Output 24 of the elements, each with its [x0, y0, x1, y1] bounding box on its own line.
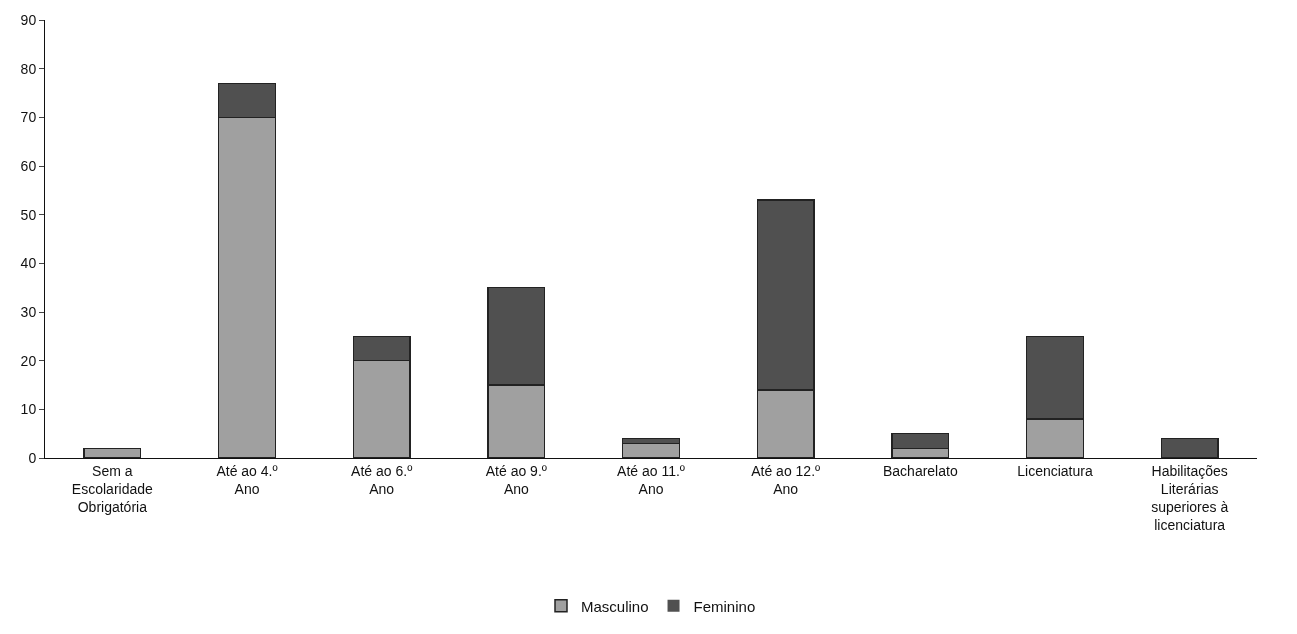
x-tick-label: Sem a Escolaridade Obrigatória: [71, 462, 154, 516]
legend-label: Masculino: [581, 597, 649, 615]
y-tick-label: 40: [20, 255, 37, 272]
legend-label: Feminino: [693, 597, 756, 615]
x-tick-label: Bacharelato: [882, 462, 958, 479]
y-tick-label: 10: [20, 401, 37, 418]
x-tick-label: Até ao 9.º Ano: [485, 462, 547, 497]
y-tick-label: 20: [20, 352, 37, 369]
bar: [83, 447, 142, 458]
y-tick-label: 70: [20, 109, 37, 126]
y-tick-label: 90: [20, 11, 37, 28]
bar: [1160, 437, 1219, 458]
x-tick-label: Habilitações Literárias superiores à licenciatura: [1151, 462, 1229, 534]
y-tick-label: 50: [20, 206, 37, 223]
y-tick-label: 80: [20, 60, 37, 77]
x-tick-label: Até ao 11.º Ano: [617, 462, 685, 497]
x-tick-label: Até ao 4.º Ano: [216, 462, 278, 497]
x-tick-label: Até ao 12.º Ano: [751, 462, 821, 497]
y-tick-label: 0: [28, 449, 37, 466]
x-tick-label: Licenciatura: [1017, 462, 1093, 479]
y-tick-label: 60: [20, 157, 37, 174]
y-tick-label: 30: [20, 303, 37, 320]
bar: [621, 442, 681, 458]
x-tick-label: Até ao 6.º Ano: [351, 462, 413, 497]
